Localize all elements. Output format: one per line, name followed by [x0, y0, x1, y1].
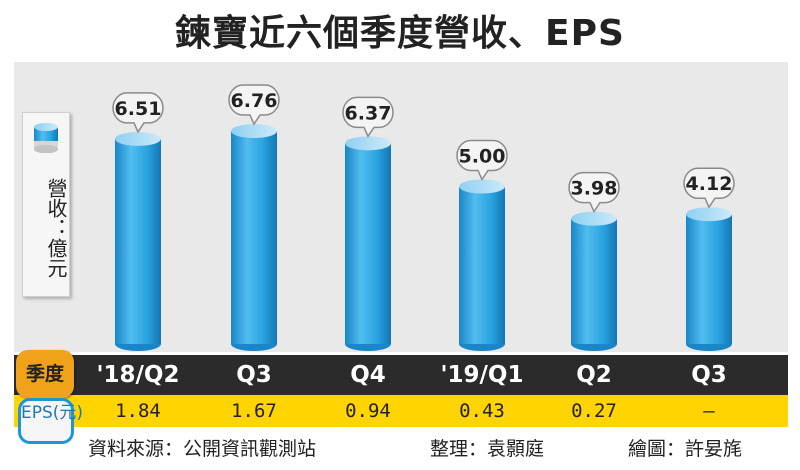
bar-top: [686, 207, 732, 222]
bar-body: [231, 131, 277, 344]
quarter-row-label: 季度: [16, 350, 74, 398]
category-label: Q2: [576, 362, 612, 388]
eps-value: 0.43: [459, 400, 505, 422]
value-label-bubble: 6.76: [228, 84, 280, 126]
illustrator-credit: 繪圖：許妟旄: [628, 438, 743, 460]
bar-body: [571, 218, 617, 344]
bar-1: 6.76: [228, 84, 280, 351]
footer: 資料來源：公開資訊觀測站 整理：袁顥庭 繪圖：許妟旄: [0, 432, 800, 466]
eps-value: 0.94: [345, 400, 391, 422]
value-label: 6.76: [231, 90, 278, 112]
bar-body: [686, 214, 732, 344]
value-label: 6.51: [115, 98, 162, 120]
category-label: Q3: [691, 362, 727, 388]
bar-chart: 6.51 6.76 6.37 5.00 3.98 4.12: [112, 84, 735, 351]
eps-row: 1.84 1.67 0.94 0.43 0.27 –: [14, 395, 788, 427]
bar-body: [115, 138, 161, 344]
legend: 營收：億元: [22, 112, 70, 297]
bar-5: 4.12: [683, 167, 735, 351]
value-label: 3.98: [571, 178, 618, 200]
bar-top: [459, 179, 505, 194]
editor-credit: 整理：袁顥庭: [430, 438, 545, 460]
legend-cylinder-icon: [34, 123, 58, 153]
eps-value: 0.27: [571, 400, 617, 422]
category-label: '19/Q1: [440, 362, 524, 388]
value-label-bubble: 3.98: [568, 171, 620, 214]
eps-row-label: EPS(元): [18, 398, 83, 444]
bar-top: [115, 131, 161, 146]
quarter-row: '18/Q2 Q3 Q4 '19/Q1 Q2 Q3: [14, 355, 788, 395]
value-label-bubble: 4.12: [683, 167, 735, 209]
bar-top: [571, 211, 617, 226]
chart-title: 鍊寶近六個季度營收、EPS: [175, 13, 625, 54]
legend-label: 營收：億元: [44, 178, 68, 278]
value-label-bubble: 5.00: [456, 139, 508, 182]
bar-top: [345, 136, 391, 151]
bar-4: 3.98: [568, 171, 620, 351]
bar-0: 6.51: [112, 92, 164, 351]
value-label-bubble: 6.37: [342, 96, 394, 138]
category-label: '18/Q2: [96, 362, 180, 388]
chart-plot-area: 6.51 6.76 6.37 5.00 3.98 4.12: [14, 62, 788, 352]
bar-3: 5.00: [456, 139, 508, 351]
bar-body: [345, 143, 391, 344]
eps-value: 1.67: [231, 400, 277, 422]
eps-value: 1.84: [115, 400, 161, 422]
value-label: 6.37: [345, 102, 392, 124]
category-label: Q4: [350, 362, 386, 388]
category-label: Q3: [236, 362, 272, 388]
bar-top: [231, 124, 277, 139]
value-label: 4.12: [686, 173, 733, 195]
value-label: 5.00: [459, 146, 506, 168]
value-label-bubble: 6.51: [112, 92, 164, 134]
bar-2: 6.37: [342, 96, 394, 351]
source-credit: 資料來源：公開資訊觀測站: [88, 438, 317, 460]
eps-value: –: [703, 400, 715, 422]
bar-body: [459, 186, 505, 344]
